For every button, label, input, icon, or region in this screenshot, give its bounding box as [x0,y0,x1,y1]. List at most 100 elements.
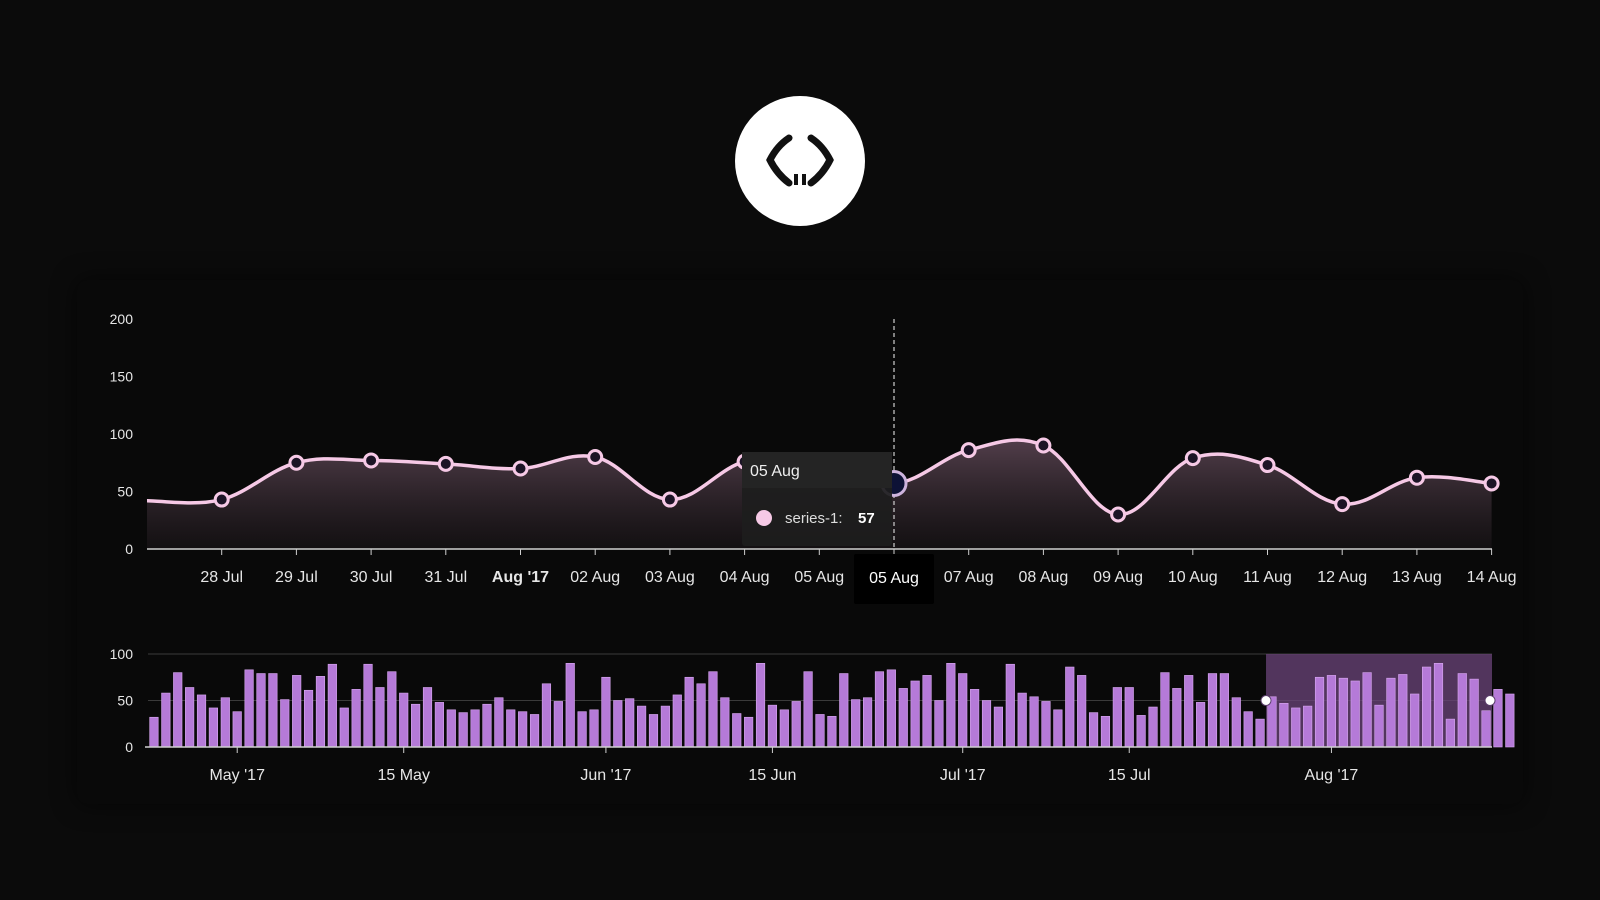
brush-bar [541,683,552,748]
brush-bar [1196,702,1206,748]
brush-handle-left[interactable] [1260,695,1272,706]
main-x-tick-label: 28 Jul [200,569,243,586]
brush-x-tick-label: Jul '17 [940,767,986,784]
brush-bar [684,676,694,748]
brush-bar [625,698,635,748]
series-1-point[interactable] [960,442,977,459]
tooltip: 05 Aug series-1: 57 [742,452,892,546]
series-1-point[interactable] [1408,469,1425,486]
brush-bar [1398,674,1408,748]
series-1-point[interactable] [1259,457,1276,474]
brush-handle-right[interactable] [1484,695,1496,706]
brush-bar [399,692,409,748]
brush-bar [1029,696,1039,748]
series-1-point[interactable] [1110,506,1127,523]
brush-bar [1088,712,1099,748]
brush-bar [993,706,1003,748]
series-1-point[interactable] [437,455,454,472]
series-1-point[interactable] [1184,450,1201,467]
brush-bar [565,662,575,748]
brush-x-tick-label: May '17 [209,767,265,784]
brush-bar [981,700,992,748]
x-axis-tooltip-box [854,554,934,604]
brush-bar [1326,675,1337,748]
brush-bar [1005,663,1015,748]
brush-bar [946,662,956,748]
brush-bar [1041,701,1051,748]
brush-bar [1338,677,1348,748]
brush-bar [577,711,587,748]
brush-bar [280,699,290,748]
brush-bar [1410,693,1420,748]
brush-bar [803,671,813,748]
brush-bar [268,673,278,748]
brush-bar [529,714,540,748]
tooltip-series-marker [756,510,772,526]
brush-bar [922,675,932,748]
brush-x-tick-label: 15 May [377,767,429,784]
tooltip-series-label: series-1: [785,510,843,527]
main-chart[interactable]: 0 50 100 150 200 28 Jul 29 Jul 30 Jul 31 Jul Aug… [110,311,1517,604]
brush-bar [196,694,207,748]
brush-bar [208,707,218,748]
x-axis-tooltip: 05 Aug [854,554,934,604]
brush-bar [755,662,766,748]
series-1-point[interactable] [1334,496,1351,513]
brush-y-axis: 0 50 100 [110,646,134,755]
series-1-point[interactable] [213,491,230,508]
brush-bar [256,673,266,748]
brush-bar [470,709,480,748]
brush-bar [494,697,504,748]
brush-bar [1314,676,1325,748]
main-x-tick-label: 10 Aug [1168,569,1218,586]
tooltip-title: 05 Aug [750,463,800,480]
series-1-point[interactable] [587,449,604,465]
brush-bar [232,711,242,748]
brush-bar [1279,702,1289,748]
tooltip-header [742,452,892,488]
brush-bar [1053,709,1063,748]
main-x-tick-label: 30 Jul [350,569,393,586]
brush-bar [708,671,718,748]
brush-bar [601,676,611,748]
brush-bar [292,675,302,748]
brush-bar [744,716,754,748]
main-x-tick-label: 02 Aug [570,569,620,586]
brush-bar [815,714,825,748]
main-y-tick-label: 100 [110,426,134,442]
brush-x-tick-label: 15 Jul [1108,767,1151,784]
brush-bar [506,709,516,748]
main-x-tick-label: 08 Aug [1018,569,1068,586]
brush-bar [791,701,801,748]
brush-bar [613,700,623,748]
brush-bar [185,687,195,748]
main-x-tick-label: 13 Aug [1392,569,1442,586]
brush-bar [660,705,670,748]
series-1-point[interactable] [512,460,529,477]
brush-bar [958,673,968,748]
brush-bar [1303,705,1313,748]
brush-bar [696,683,706,748]
brush-bar [1255,718,1265,748]
brush-bar [779,709,789,748]
brush-bar [1291,707,1301,748]
series-1-point[interactable] [1035,437,1052,454]
main-x-tick-label: 09 Aug [1093,569,1143,586]
series-1-point[interactable] [363,452,380,469]
main-x-tick-label: 14 Aug [1467,569,1517,586]
series-1-point[interactable] [288,454,305,471]
main-x-axis: 28 Jul 29 Jul 30 Jul 31 Jul Aug '17 02 Aug 03 … [200,549,1517,586]
main-x-tick-label: 12 Aug [1317,569,1367,586]
brush-chart[interactable]: 0 50 100 May '17 15 May Jun '17 15 Jun Jul '17… [110,646,1515,784]
brush-bar [553,701,563,748]
series-1-point[interactable] [1483,475,1500,492]
series-1-point[interactable] [661,491,678,508]
brush-bar [886,669,896,748]
brush-bar [446,709,456,748]
main-x-tick-label: Aug '17 [492,569,549,586]
main-y-tick-label: 50 [117,484,133,500]
main-x-tick-label: 03 Aug [645,569,695,586]
main-x-tick-label: 05 Aug [794,569,844,586]
brush-bar [363,663,373,748]
brush-bar [839,673,849,748]
